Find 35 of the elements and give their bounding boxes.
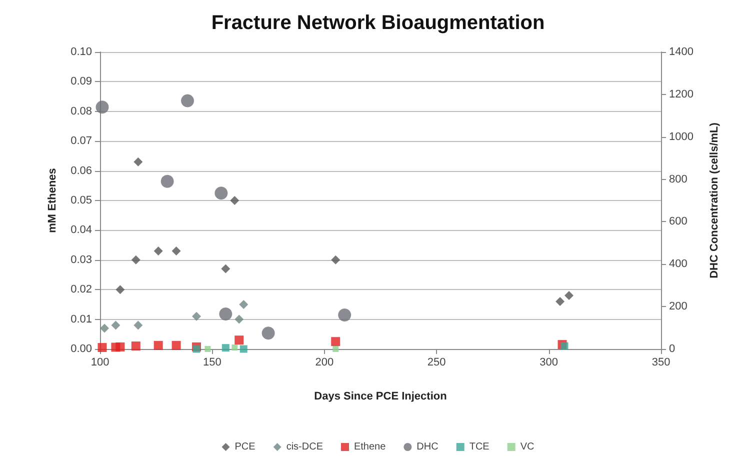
legend-label: Ethene (354, 442, 386, 452)
y-tick-label: 0.00 (70, 343, 92, 355)
y-axis-title: mM Ethenes (46, 168, 58, 233)
y-tick-label: 0.02 (70, 284, 92, 296)
x-tick-label: 150 (203, 356, 222, 368)
x-tick-label: 350 (652, 356, 670, 368)
y2-tick-label: 1400 (669, 46, 694, 58)
y-tick-label: 0.05 (70, 194, 92, 206)
y-tick-label: 0.01 (70, 313, 92, 326)
y-tick-label: 0.04 (70, 224, 92, 236)
y2-tick-label: 600 (669, 216, 688, 228)
legend-label: cis-DCE (286, 442, 324, 452)
legend-label: TCE (469, 442, 490, 452)
y2-tick-label: 200 (669, 300, 688, 313)
y-tick-label: 0.03 (70, 254, 92, 266)
y2-tick-label: 1200 (669, 88, 694, 100)
y2-tick-label: 1000 (669, 130, 694, 143)
chart-title: Fracture Network Bioaugmentation (211, 12, 545, 34)
x-tick-label: 250 (427, 356, 446, 368)
legend-label: VC (520, 442, 534, 452)
legend-label: PCE (234, 442, 256, 452)
y2-axis-title: DHC Concentration (cells/mL) (708, 122, 720, 278)
x-tick-label: 100 (90, 356, 110, 368)
y-tick-label: 0.07 (70, 135, 92, 148)
legend-label: DHC (416, 442, 438, 452)
y-tick-label: 0.08 (70, 105, 92, 118)
y-tick-label: 0.10 (70, 46, 92, 58)
x-axis-title: Days Since PCE Injection (314, 390, 448, 402)
y-tick-label: 0.06 (70, 164, 92, 177)
x-tick-label: 200 (315, 356, 334, 368)
x-tick-label: 300 (540, 356, 558, 368)
y2-tick-label: 800 (669, 173, 688, 186)
y-tick-label: 0.09 (70, 76, 92, 88)
y2-tick-label: 400 (669, 258, 688, 270)
y2-tick-label: 0 (669, 343, 676, 355)
